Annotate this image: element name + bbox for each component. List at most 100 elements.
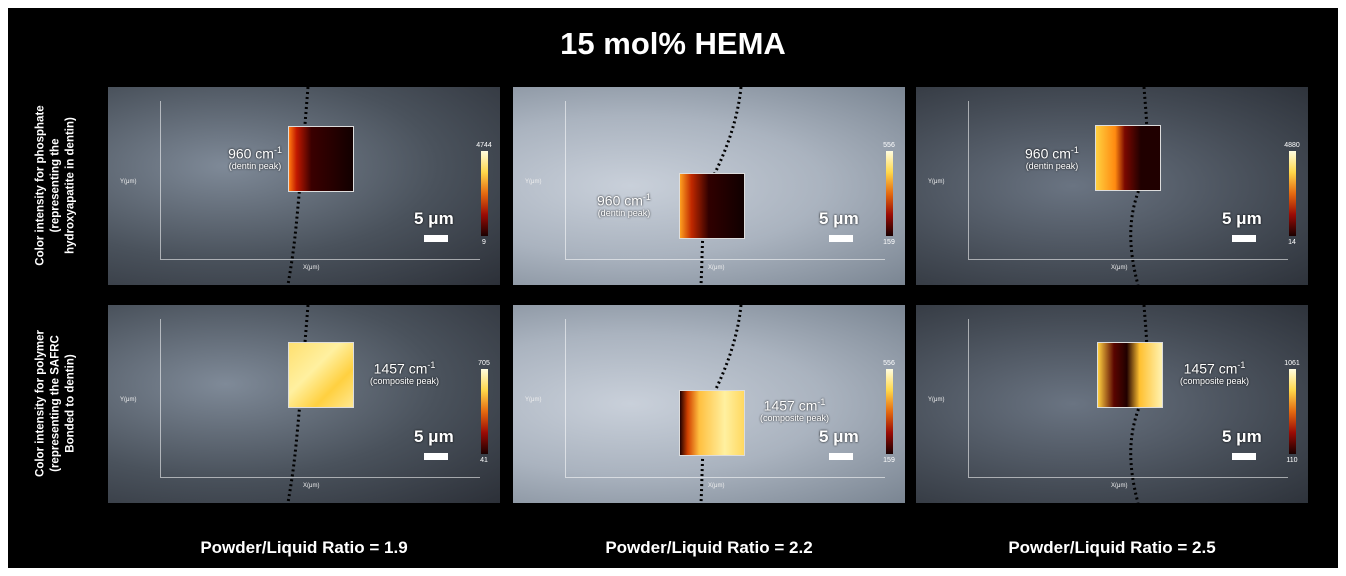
- colorbar: [481, 369, 488, 454]
- peak-exponent: -1: [1071, 145, 1079, 155]
- scale-label: 5 μm: [819, 427, 859, 447]
- row-label: Color intensity for phosphate(representi…: [34, 86, 79, 286]
- heatmap: [288, 126, 354, 192]
- scale-bar: [829, 235, 853, 242]
- x-axis-label: X(μm): [303, 265, 319, 271]
- colorbar-min: 110: [1277, 457, 1307, 464]
- peak-label: 1457 cm-1 (composite peak): [760, 395, 829, 423]
- scale-bar: [829, 453, 853, 460]
- peak-wavenumber: 960 cm: [228, 146, 274, 162]
- colorbar: [1289, 151, 1296, 236]
- x-axis-line: [160, 259, 480, 260]
- peak-wavenumber: 960 cm: [597, 193, 643, 209]
- y-axis-line: [565, 101, 566, 259]
- colorbar-max: 1061: [1277, 360, 1307, 367]
- x-axis-label: X(μm): [1111, 483, 1127, 489]
- row-label-line: Color intensity for phosphate: [34, 86, 49, 286]
- colorbar-max: 4744: [469, 142, 499, 149]
- row-label-line: (representing the SAFRC: [49, 304, 64, 504]
- y-axis-label: Y(μm): [525, 397, 541, 403]
- y-axis-label: Y(μm): [525, 179, 541, 185]
- peak-exponent: -1: [274, 145, 282, 155]
- peak-exponent: -1: [427, 360, 435, 370]
- y-axis-line: [160, 101, 161, 259]
- peak-label: 1457 cm-1 (composite peak): [1180, 358, 1249, 386]
- scale-bar: [424, 235, 448, 242]
- colorbar-max: 556: [874, 360, 904, 367]
- page: 15 mol% HEMA Color intensity for phospha…: [0, 0, 1346, 576]
- peak-label: 1457 cm-1 (composite peak): [370, 358, 439, 386]
- y-axis-line: [565, 319, 566, 477]
- x-axis-line: [160, 477, 480, 478]
- colorbar-min: 41: [469, 457, 499, 464]
- peak-note: (dentin peak): [597, 208, 651, 218]
- row-label-line: hydroxyapatite in dentin): [64, 86, 79, 286]
- scale-label: 5 μm: [414, 209, 454, 229]
- y-axis-label: Y(μm): [120, 179, 136, 185]
- figure-title: 15 mol% HEMA: [8, 26, 1338, 62]
- y-axis-line: [968, 319, 969, 477]
- x-axis-line: [968, 259, 1288, 260]
- colorbar-min: 159: [874, 457, 904, 464]
- scale-label: 5 μm: [1222, 209, 1262, 229]
- column-label: Powder/Liquid Ratio = 1.9: [108, 538, 500, 558]
- row-label: Color intensity for polymer(representing…: [34, 304, 79, 504]
- scale-label: 5 μm: [414, 427, 454, 447]
- scale-bar: [1232, 235, 1256, 242]
- y-axis-label: Y(μm): [928, 397, 944, 403]
- colorbar: [1289, 369, 1296, 454]
- scale-label: 5 μm: [1222, 427, 1262, 447]
- row-label-line: (representing the: [49, 86, 64, 286]
- colorbar-min: 14: [1277, 239, 1307, 246]
- colorbar-max: 556: [874, 142, 904, 149]
- scale-bar: [1232, 453, 1256, 460]
- peak-note: (dentin peak): [228, 161, 282, 171]
- heatmap: [679, 173, 745, 239]
- heatmap: [1095, 125, 1161, 191]
- row-label-line: Bonded to dentin): [64, 304, 79, 504]
- peak-wavenumber: 1457 cm: [1184, 361, 1238, 377]
- spectral-map-panel: Y(μm)X(μm)1457 cm-1(composite peak)70541…: [108, 305, 500, 503]
- peak-note: (dentin peak): [1025, 161, 1079, 171]
- heatmap: [288, 342, 354, 408]
- peak-exponent: -1: [817, 397, 825, 407]
- colorbar: [481, 151, 488, 236]
- figure: 15 mol% HEMA Color intensity for phospha…: [8, 8, 1338, 568]
- colorbar-min: 9: [469, 239, 499, 246]
- peak-label: 960 cm-1 (dentin peak): [597, 190, 651, 218]
- peak-wavenumber: 1457 cm: [374, 361, 428, 377]
- peak-label: 960 cm-1 (dentin peak): [1025, 143, 1079, 171]
- heatmap: [679, 390, 745, 456]
- peak-note: (composite peak): [1180, 376, 1249, 386]
- column-label: Powder/Liquid Ratio = 2.5: [916, 538, 1308, 558]
- spectral-map-panel: Y(μm) X(μm) 1457 cm-1 (composite peak) 1061 1…: [916, 305, 1308, 503]
- peak-label: 960 cm-1 (dentin peak): [228, 143, 282, 171]
- x-axis-label: X(μm): [708, 265, 724, 271]
- scale-bar: [424, 453, 448, 460]
- x-axis-line: [968, 477, 1288, 478]
- row-label-line: Color intensity for polymer: [34, 304, 49, 504]
- peak-exponent: -1: [1237, 360, 1245, 370]
- x-axis-line: [565, 259, 885, 260]
- y-axis-label: Y(μm): [120, 397, 136, 403]
- peak-wavenumber: 960 cm: [1025, 146, 1071, 162]
- spectral-map-panel: Y(μm) X(μm) 1457 cm-1 (composite peak) 556 15…: [513, 305, 905, 503]
- y-axis-label: Y(μm): [928, 179, 944, 185]
- colorbar-max: 705: [469, 360, 499, 367]
- heatmap: [1097, 342, 1163, 408]
- peak-exponent: -1: [643, 192, 651, 202]
- spectral-map-panel: Y(μm) X(μm) 960 cm-1 (dentin peak) 4744 9 5 μm: [108, 87, 500, 285]
- colorbar: [886, 151, 893, 236]
- peak-wavenumber: 1457 cm: [764, 398, 818, 414]
- peak-note: (composite peak): [370, 376, 439, 386]
- y-axis-line: [968, 101, 969, 259]
- x-axis-label: X(μm): [708, 483, 724, 489]
- colorbar: [886, 369, 893, 454]
- peak-note: (composite peak): [760, 413, 829, 423]
- x-axis-label: X(μm): [1111, 265, 1127, 271]
- column-label: Powder/Liquid Ratio = 2.2: [513, 538, 905, 558]
- scale-label: 5 μm: [819, 209, 859, 229]
- x-axis-line: [565, 477, 885, 478]
